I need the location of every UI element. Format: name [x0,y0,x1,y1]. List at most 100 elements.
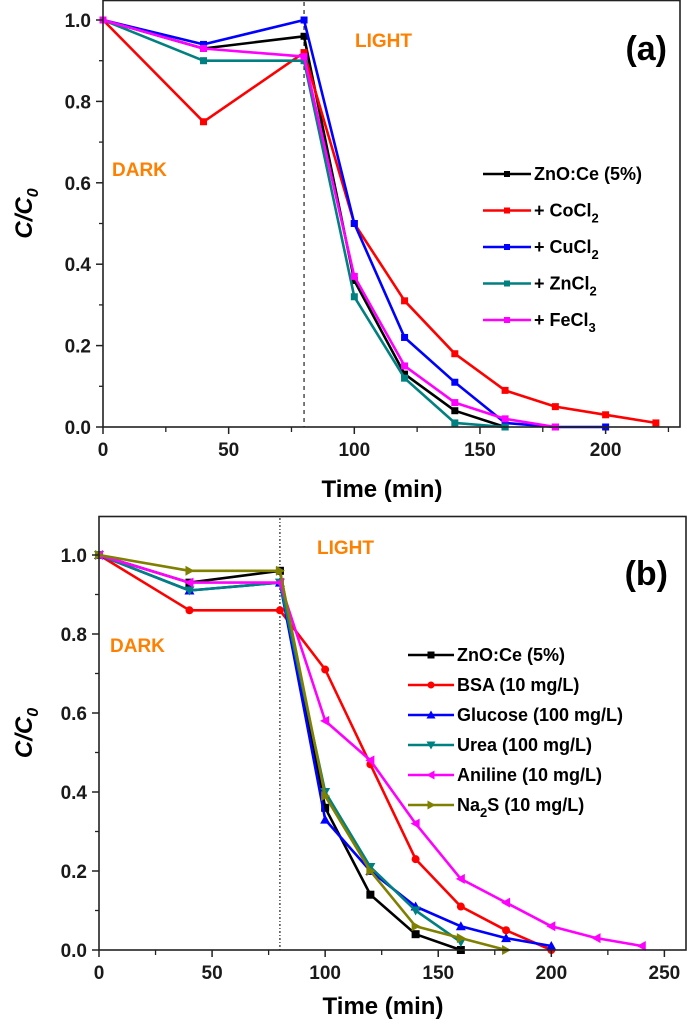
data-point [451,378,459,386]
legend-label-main: Glucose (100 mg/L) [457,705,623,725]
data-point [451,350,459,358]
legend-label-main: BSA (10 mg/L) [457,675,579,695]
dark-annotation: DARK [112,160,167,181]
dark-annotation: DARK [110,636,165,657]
legend-label-main: + ZnCl [534,274,590,294]
y-axis-title: C/C0 [11,188,42,238]
data-point [401,333,409,341]
data-point [451,399,459,407]
legend-label: + CoCl2 [534,201,599,226]
light-annotation: LIGHT [355,31,412,52]
legend-swatch-marker [427,651,435,659]
legend-item: BSA (10 mg/L) [408,675,579,695]
legend-item: Urea (100 mg/L) [408,735,592,755]
data-point [350,272,358,280]
data-point [366,866,376,876]
legend-item: + ZnCl2 [483,274,597,299]
plot-frame [102,0,681,428]
legend-swatch-marker [427,681,435,689]
axis-ticks: 0 50 100 150 200 250 0.0 0.2 0.4 0.6 0.8 1.0 [61,546,681,984]
data-point [652,419,660,427]
y-axis-title-main: C/C [11,716,38,758]
axes-frame [102,0,681,428]
legend-label: + ZnCl2 [534,274,597,299]
series-2 [99,16,610,431]
legend-label-main: + CoCl [534,201,592,221]
legend-item: Aniline (10 mg/L) [408,765,602,785]
x-tick-label: 50 [218,440,239,461]
data-point [410,818,420,829]
data-point [551,403,559,411]
legend-item: + CuCl2 [483,237,599,262]
data-point [366,890,375,899]
legend: ZnO:Ce (5%) BSA (10 mg/L) Glucose (100 mg/… [408,645,623,820]
legend-label-main: Urea (100 mg/L) [457,735,592,755]
series-lines [99,2,660,431]
data-point [300,32,308,40]
y-tick-label: 0.4 [61,783,88,804]
legend-label-main: + FeCl [534,310,589,330]
data-point [320,814,331,824]
x-tick-label: 0 [98,440,109,461]
data-point [200,118,208,126]
data-point [455,921,466,931]
data-point [184,577,194,588]
data-point [275,606,284,615]
panel-label: (a) [625,30,667,68]
x-tick-label: 100 [309,963,341,984]
data-point [456,933,466,944]
legend-swatch-marker [427,800,436,810]
legend-label-sub: 2 [592,247,599,262]
x-tick-label: 0 [94,963,105,984]
data-point [401,362,409,370]
legend-swatch-marker [504,244,510,250]
legend-label: Urea (100 mg/L) [457,735,592,755]
axis-ticks: 0 50 100 150 200 0.0 0.2 0.4 0.6 0.8 1.0 [65,11,670,461]
panel-b: 0 50 100 150 200 250 0.0 0.2 0.4 0.6 0.8 1.0 Time (… [11,515,687,1020]
data-point [451,419,459,427]
data-point [200,44,208,52]
legend-label: ZnO:Ce (5%) [534,164,642,184]
legend-label-main: Aniline (10 mg/L) [457,765,602,785]
legend-label-post: S (10 mg/L) [487,795,584,815]
data-point [320,715,330,726]
data-point [300,16,308,24]
data-point [401,374,409,382]
legend-item: Glucose (100 mg/L) [408,705,623,725]
series-line [102,19,657,425]
axes-frame [98,515,687,951]
data-point [501,933,512,943]
data-point [300,53,308,61]
plot-frame [98,515,687,951]
y-axis-title-sub: 0 [25,708,42,717]
data-point [365,755,375,766]
data-point [451,407,459,415]
y-tick-label: 0.4 [65,255,92,276]
data-point [275,565,285,576]
data-point [456,902,465,911]
legend-item: Na2S (10 mg/L) [408,795,584,820]
data-point [602,411,610,419]
x-tick-label: 250 [649,963,681,984]
x-tick-label: 150 [464,440,496,461]
data-point [501,419,509,427]
x-tick-label: 100 [338,440,370,461]
data-point [591,933,601,944]
x-tick-label: 200 [535,963,567,984]
y-tick-label: 0.0 [61,941,87,962]
data-point [321,790,331,801]
series-4 [99,16,559,431]
legend-label: ZnO:Ce (5%) [457,645,565,665]
legend-label: + FeCl3 [534,310,596,335]
data-point [321,665,330,674]
x-axis-title: Time (min) [323,993,444,1020]
series-line [102,18,556,429]
legend-item: + CoCl2 [483,201,599,226]
y-axis-title: C/C0 [11,708,42,758]
data-point [501,386,509,394]
legend-label-sub: 2 [592,211,599,226]
legend-label: Glucose (100 mg/L) [457,705,623,725]
y-tick-label: 1.0 [61,546,87,567]
legend-label-main: + CuCl [534,237,592,257]
